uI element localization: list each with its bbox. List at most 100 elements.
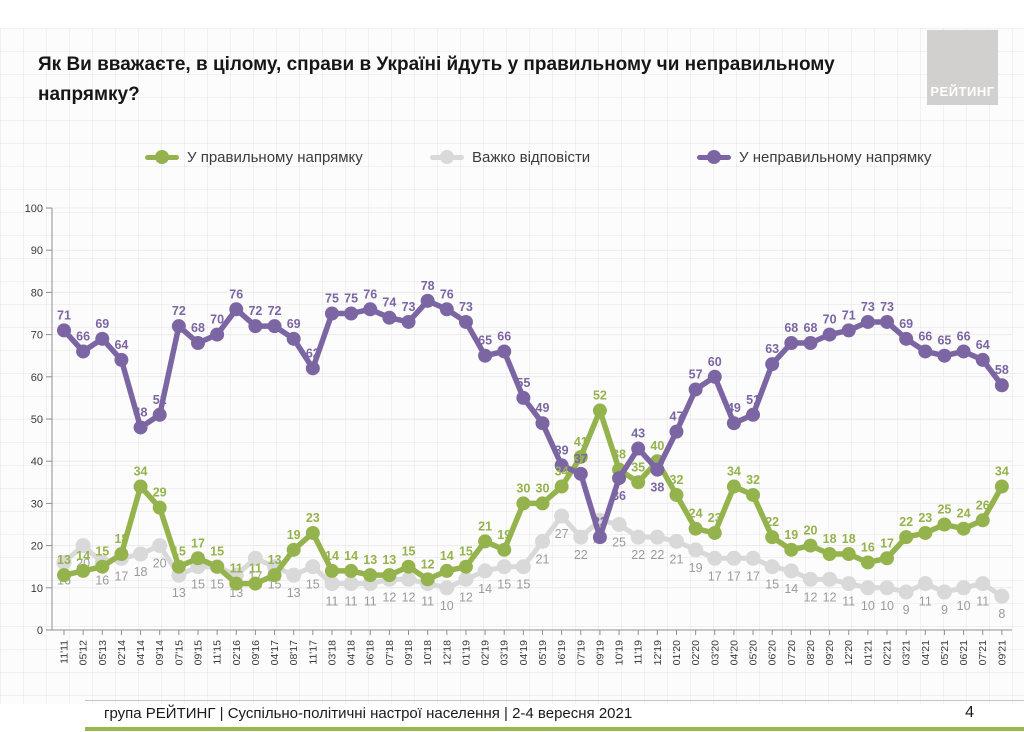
- x-tick-label: 11'11: [59, 640, 71, 664]
- wrong-direction-label: 76: [229, 287, 243, 301]
- wrong-direction-point: [267, 319, 282, 334]
- x-tick-label: 07'21: [977, 640, 989, 666]
- hard-to-answer-point: [994, 588, 1010, 604]
- hard-to-answer-point: [707, 550, 723, 566]
- hard-to-answer-point: [917, 576, 933, 592]
- wrong-direction-label: 58: [995, 363, 1009, 377]
- x-tick-label: 11'17: [307, 640, 319, 665]
- right-direction-point: [765, 530, 780, 545]
- right-direction-label: 11: [249, 562, 262, 576]
- wrong-direction-label: 38: [650, 481, 664, 495]
- hard-to-answer-point: [649, 529, 665, 545]
- right-direction-label: 14: [440, 549, 454, 563]
- wrong-direction-point: [286, 331, 301, 346]
- right-direction-label: 29: [153, 486, 167, 500]
- right-direction-point: [592, 403, 607, 418]
- hard-to-answer-label: 9: [903, 603, 910, 617]
- hard-to-answer-point: [630, 529, 646, 545]
- wrong-direction-label: 62: [306, 346, 320, 360]
- x-tick-label: 04'14: [135, 640, 147, 666]
- hard-to-answer-point: [936, 584, 952, 600]
- y-tick-label: 40: [31, 456, 43, 468]
- wrong-direction-label: 72: [172, 304, 186, 318]
- right-direction-label: 32: [746, 473, 760, 487]
- hard-to-answer-label: 15: [191, 578, 205, 592]
- right-direction-label: 14: [344, 549, 358, 563]
- wrong-direction-point: [478, 348, 493, 363]
- hard-to-answer-point: [688, 542, 704, 558]
- hard-to-answer-label: 22: [574, 548, 588, 562]
- legend-label-hard-to-answer: Важко відповісти: [472, 148, 591, 166]
- right-direction-point: [822, 547, 837, 562]
- wrong-direction-label: 37: [574, 452, 588, 466]
- x-tick-label: 06'20: [767, 640, 779, 666]
- right-direction-label: 20: [804, 524, 818, 538]
- x-tick-label: 02'21: [882, 640, 894, 666]
- right-direction-label: 14: [76, 549, 90, 563]
- x-tick-label: 11'19: [633, 640, 645, 665]
- right-direction-point: [382, 568, 397, 583]
- x-tick-label: 05'12: [78, 640, 90, 666]
- wrong-direction-label: 72: [248, 304, 262, 318]
- right-direction-point: [171, 559, 186, 574]
- y-tick-label: 100: [25, 203, 43, 215]
- right-direction-point: [210, 559, 225, 574]
- right-direction-point: [669, 487, 684, 502]
- right-direction-point: [803, 538, 818, 553]
- right-direction-point: [554, 479, 569, 494]
- wrong-direction-point: [190, 336, 205, 351]
- hard-to-answer-point: [515, 559, 531, 575]
- wrong-direction-label: 22: [593, 515, 607, 529]
- y-tick-label: 50: [31, 414, 43, 426]
- right-direction-point: [516, 496, 531, 511]
- hard-to-answer-label: 16: [95, 573, 109, 587]
- hard-to-answer-label: 18: [134, 565, 148, 579]
- wrong-direction-label: 48: [134, 405, 148, 419]
- hard-to-answer-label: 12: [382, 590, 396, 604]
- x-tick-label: 02'19: [480, 640, 492, 666]
- page-number: 4: [965, 704, 974, 721]
- legend-item-hard-to-answer: Важко відповісти: [430, 146, 590, 168]
- x-tick-label: 10'19: [614, 640, 626, 666]
- y-tick-label: 20: [31, 541, 43, 553]
- x-tick-label: 02'20: [690, 640, 702, 666]
- hard-to-answer-point: [133, 546, 149, 562]
- x-tick-label: 09'21: [996, 640, 1008, 666]
- wrong-direction-point: [765, 357, 780, 372]
- wrong-direction-point: [631, 441, 646, 456]
- right-direction-point: [401, 559, 416, 574]
- hard-to-answer-point: [783, 563, 799, 579]
- hard-to-answer-label: 11: [976, 595, 989, 609]
- right-direction-label: 22: [899, 515, 913, 529]
- x-tick-label: 07'15: [173, 640, 185, 666]
- hard-to-answer-point: [535, 533, 550, 549]
- hard-to-answer-label: 11: [325, 595, 338, 609]
- hard-to-answer-point: [668, 533, 684, 549]
- hard-to-answer-point: [401, 571, 417, 587]
- y-tick-label: 90: [31, 245, 43, 257]
- wrong-direction-label: 68: [191, 321, 205, 335]
- right-direction-label: 34: [134, 465, 148, 479]
- hard-to-answer-label: 10: [957, 599, 971, 613]
- x-tick-label: 11'15: [212, 640, 224, 665]
- right-direction-label: 52: [593, 389, 607, 403]
- right-direction-label: 23: [306, 511, 320, 525]
- right-direction-point: [305, 525, 320, 540]
- hard-to-answer-point: [802, 571, 818, 587]
- wrong-direction-point: [669, 424, 684, 439]
- hard-to-answer-label: 19: [689, 561, 703, 575]
- x-tick-label: 07'18: [384, 640, 396, 666]
- right-direction-label: 12: [421, 557, 435, 571]
- hard-to-answer-label: 10: [861, 599, 875, 613]
- hard-to-answer-point: [822, 571, 838, 587]
- wrong-direction-label: 39: [555, 443, 569, 457]
- hard-to-answer-point: [305, 559, 321, 575]
- wrong-direction-label: 70: [210, 313, 224, 327]
- hard-to-answer-point: [458, 571, 474, 587]
- hard-to-answer-label: 13: [287, 586, 301, 600]
- right-direction-point: [439, 563, 454, 578]
- wrong-direction-label: 70: [823, 313, 837, 327]
- wrong-direction-point: [248, 319, 263, 334]
- hard-to-answer-label: 10: [880, 599, 894, 613]
- hard-to-answer-label: 11: [364, 595, 377, 609]
